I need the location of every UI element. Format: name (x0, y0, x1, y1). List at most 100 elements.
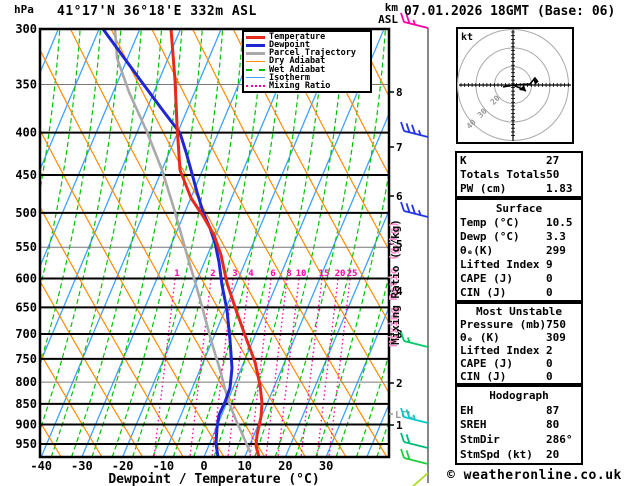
table-row: CAPE (J) 0 (460, 357, 553, 370)
table-row: θₑ (K) 309 (460, 331, 566, 344)
dry-adiabat-line (110, 29, 347, 457)
table-row: Totals Totals 50 (460, 167, 560, 181)
hodograph-table: Hodograph EH 87 SREH 80 StmDir 286° StmSpd … (455, 385, 583, 465)
mixing-ratio-line (249, 278, 272, 457)
isotherm-line (40, 29, 100, 172)
station-title: 41°17'N 36°18'E 332m ASL (57, 4, 257, 19)
temperature-tick-label: 30 (319, 459, 333, 473)
legend-item-dewpoint: Dewpoint (246, 41, 368, 49)
isotherm-line (122, 29, 304, 457)
wind-barb (400, 432, 429, 449)
wet-adiabat-line (315, 168, 389, 457)
wet-adiabat-line (70, 29, 163, 457)
temperature-line-sample (246, 35, 265, 39)
mixing-ratio-value-label: 2 (210, 269, 215, 279)
parcel-line-sample (246, 51, 265, 55)
dry-adiabat-line (273, 29, 389, 252)
table-row: EH 87 (460, 403, 560, 417)
mixing-ratio-value-label: 10 (296, 269, 307, 279)
dry-adiabat-line-sample (246, 60, 265, 62)
wind-barb (400, 121, 429, 138)
wind-barb (400, 331, 429, 348)
temperature-tick-label: -10 (152, 459, 174, 473)
table-row: CAPE (J) 0 (460, 271, 553, 285)
temperature-tick-label: -40 (30, 459, 52, 473)
isotherm-line-sample (246, 77, 265, 79)
mixing-ratio-line (153, 278, 176, 457)
km-tick-label: 1 (396, 419, 403, 432)
wet-adiabat-line (233, 29, 325, 457)
table-row: SREH 80 (460, 418, 560, 432)
mixing-ratio-value-label: 25 (347, 269, 358, 279)
wet-adiabat-line (152, 29, 244, 457)
km-tick-label: 7 (396, 141, 403, 154)
km-tick-label: 5 (396, 238, 403, 251)
dry-adiabat-line (232, 29, 389, 324)
wind-barb (411, 472, 429, 486)
temperature-tick-label: 10 (237, 459, 251, 473)
table-row: CIN (J) 0 (460, 370, 553, 383)
pressure-tick-label: 650 (15, 300, 37, 314)
mixing-ratio-axis-label-echo: Mixing Ratio (g/kg) (387, 221, 400, 347)
mixing-ratio-line-sample (246, 84, 265, 87)
surface-table-header: Surface (495, 201, 543, 215)
wet-adiabat-line (193, 29, 285, 457)
wet-adiabat-line (418, 29, 451, 457)
pressure-tick-label: 750 (15, 352, 37, 366)
mixing-ratio-line (277, 278, 300, 457)
mixing-ratio-axis-label: Mixing Ratio (g/kg) (389, 219, 402, 345)
wind-barb (400, 12, 429, 29)
mixing-ratio-value-label: 4 (248, 269, 254, 279)
pressure-tick-label: 300 (15, 22, 37, 36)
skewt-diagram: 3003504004505005506006507007508008509009… (15, 12, 451, 486)
wet-adiabat-line (335, 272, 389, 457)
temperature-curve (169, 29, 264, 457)
dry-adiabat-line (40, 351, 103, 457)
table-row: StmDir 286° (460, 433, 573, 447)
dry-adiabat-line (40, 128, 225, 457)
hodograph-trace-arrowhead (519, 85, 526, 91)
pressure-tick-label: 550 (15, 240, 37, 254)
pressure-tick-label: 350 (15, 77, 37, 91)
wind-barb (400, 407, 429, 424)
mixing-ratio-line (316, 278, 339, 457)
legend-item-parcel: Parcel Trajectory (246, 49, 368, 58)
wet-adiabat-line (355, 351, 389, 457)
mixing-ratio-value-label: 15 (319, 269, 330, 279)
most-unstable-table-header: Most Unstable (475, 305, 563, 318)
hodograph-trace (502, 76, 539, 88)
plot-frame (38, 27, 391, 459)
table-row: K 27 (460, 154, 560, 168)
isotherm-line (366, 402, 389, 457)
dry-adiabat-line (69, 29, 306, 457)
isotherm-line (40, 29, 141, 268)
pressure-tick-label: 500 (15, 206, 37, 220)
pressure-tick-label: 400 (15, 126, 37, 140)
dry-adiabat-line (40, 279, 144, 457)
table-row: Dewp (°C) 3.3 (460, 229, 566, 243)
isotherm-line (325, 305, 389, 457)
legend: Temperature Dewpoint Parcel Trajectory D… (242, 30, 372, 93)
most-unstable-table: Most Unstable Pressure (mb) 750 θₑ (K) 309… (455, 302, 583, 385)
dry-adiabat-line (354, 29, 389, 98)
pressure-tick-label: 850 (15, 397, 37, 411)
isotherm-line (284, 208, 389, 457)
wind-barb (400, 448, 429, 465)
pressure-tick-label: 800 (15, 375, 37, 389)
dewpoint-curve (101, 29, 234, 457)
table-row: PW (cm) 1.83 (460, 181, 573, 195)
dry-adiabat-line (151, 29, 388, 457)
table-row: Lifted Index 2 (460, 344, 553, 357)
wet-adiabat-line (40, 29, 122, 433)
isotherm-line (40, 29, 182, 365)
wet-adiabat-line (254, 29, 346, 457)
dry-adiabat-line (437, 29, 450, 457)
temperature-tick-label: 20 (278, 459, 292, 473)
isotherm-line (40, 29, 222, 457)
altitude-unit-asl: ASL (378, 13, 398, 26)
legend-item-dry-adiabat: Dry Adiabat (246, 57, 368, 66)
legend-item-temperature: Temperature (246, 33, 368, 41)
temperature-tick-label: 0 (200, 459, 207, 473)
